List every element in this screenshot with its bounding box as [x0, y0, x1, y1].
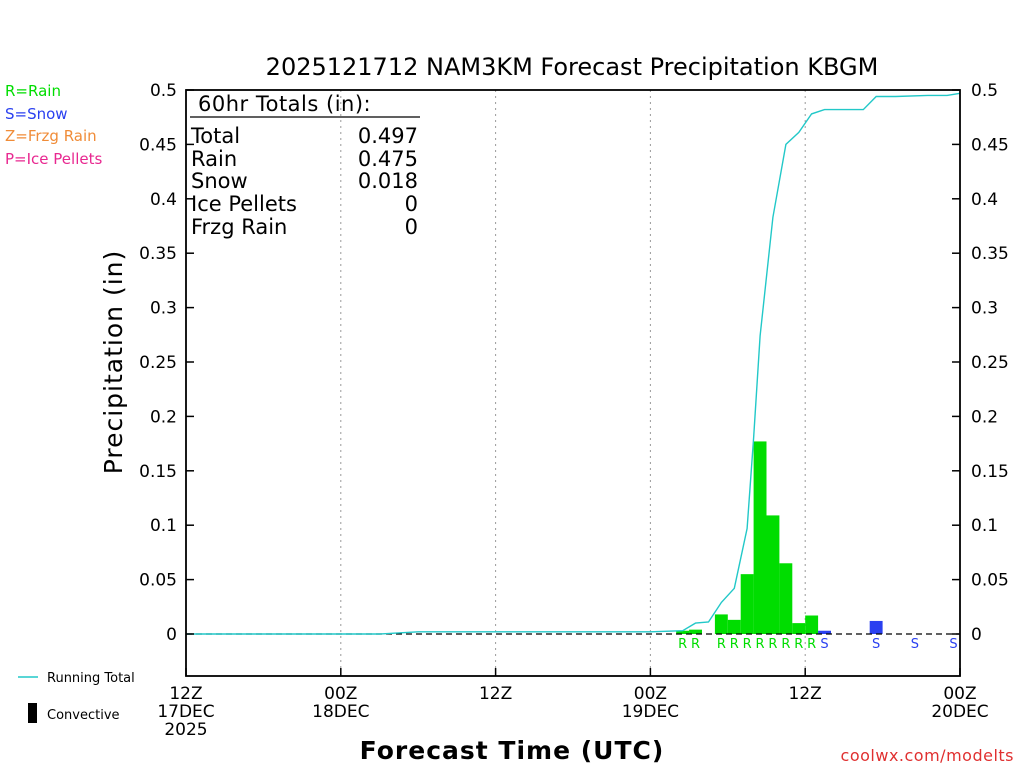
xtick-label-4-0: 12Z — [789, 684, 822, 704]
ytick-label-left-3: 0.15 — [139, 462, 177, 482]
running-total-legend-label: Running Total — [47, 671, 135, 686]
ptype-label-0: R — [678, 637, 687, 652]
totals-label-total: Total — [190, 124, 240, 148]
ptype-label-5: R — [756, 637, 765, 652]
ptype-label-10: S — [820, 637, 828, 652]
ytick-label-right-9: 0.45 — [971, 135, 1009, 155]
ptype-label-6: R — [768, 637, 777, 652]
ytick-label-right-2: 0.1 — [971, 516, 998, 536]
running-total-line — [186, 92, 961, 635]
xtick-label-0-1: 17DEC — [157, 702, 214, 722]
convective-legend-label: Convective — [47, 708, 120, 723]
ptype-label-11: S — [872, 637, 880, 652]
legend-snow: S=Snow — [5, 105, 68, 123]
xtick-label-3-1: 19DEC — [622, 702, 679, 722]
vertical-gridlines — [340, 90, 806, 676]
ytick-label-left-4: 0.2 — [150, 407, 177, 427]
ytick-label-right-6: 0.3 — [971, 299, 998, 319]
totals-label-frzg-rain: Frzg Rain — [191, 215, 287, 239]
ytick-label-right-10: 0.5 — [971, 81, 998, 101]
totals-value-total: 0.497 — [358, 124, 418, 148]
totals-value-frzg-rain: 0 — [405, 215, 418, 239]
totals-box: 60hr Totals (in): Total 0.497 Rain 0.475… — [190, 92, 420, 239]
ytick-label-right-5: 0.25 — [971, 353, 1009, 373]
bar-r-7 — [779, 563, 793, 634]
ptype-label-1: R — [691, 637, 700, 652]
ytick-label-left-8: 0.4 — [150, 190, 177, 210]
xtick-label-5-0: 00Z — [943, 684, 976, 704]
bar-r-0 — [676, 630, 690, 634]
xtick-label-0-2: 2025 — [164, 720, 207, 740]
bar-s-11 — [869, 620, 883, 634]
totals-value-snow: 0.018 — [358, 169, 418, 193]
xtick-label-1-1: 18DEC — [312, 702, 369, 722]
ptype-label-4: R — [743, 637, 752, 652]
totals-label-snow: Snow — [191, 169, 248, 193]
ytick-label-right-8: 0.4 — [971, 190, 998, 210]
ytick-label-left-9: 0.45 — [139, 135, 177, 155]
ytick-label-right-7: 0.35 — [971, 244, 1009, 264]
ptype-label-2: R — [717, 637, 726, 652]
ytick-label-right-1: 0.05 — [971, 571, 1009, 591]
ytick-label-left-2: 0.1 — [150, 516, 177, 536]
xtick-label-5-1: 20DEC — [931, 702, 988, 722]
totals-label-ice-pellets: Ice Pellets — [191, 192, 297, 216]
ytick-label-left-10: 0.5 — [150, 81, 177, 101]
ytick-label-left-5: 0.25 — [139, 353, 177, 373]
chart-title: 2025121712 NAM3KM Forecast Precipitation… — [266, 53, 879, 81]
bar-r-1 — [689, 629, 702, 634]
ytick-label-right-0: 0 — [971, 625, 982, 645]
xtick-label-2-0: 12Z — [479, 684, 512, 704]
ptype-label-9: R — [807, 637, 816, 652]
ytick-label-right-3: 0.15 — [971, 462, 1009, 482]
ptype-label-8: R — [794, 637, 803, 652]
ytick-label-right-4: 0.2 — [971, 407, 998, 427]
bar-r-9 — [805, 615, 819, 634]
legend-ice-pellets: P=Ice Pellets — [5, 150, 102, 168]
ytick-label-left-6: 0.3 — [150, 299, 177, 319]
totals-heading: 60hr Totals (in): — [198, 92, 371, 116]
totals-label-rain: Rain — [191, 147, 237, 171]
bar-r-2 — [714, 614, 728, 634]
ptype-label-12: S — [911, 637, 919, 652]
totals-value-ice-pellets: 0 — [405, 192, 418, 216]
precip-bars — [676, 441, 883, 634]
ptype-label-3: R — [730, 637, 739, 652]
ytick-label-left-7: 0.35 — [139, 244, 177, 264]
bar-r-5 — [753, 441, 767, 634]
legend-frzg-rain: Z=Frzg Rain — [5, 127, 97, 145]
xtick-label-1-0: 00Z — [324, 684, 357, 704]
bar-r-3 — [727, 619, 741, 634]
ptype-label-7: R — [781, 637, 790, 652]
plot-frame — [185, 89, 961, 677]
legend-rain: R=Rain — [5, 82, 61, 100]
y-axis-label: Precipitation (in) — [99, 250, 128, 475]
watermark: coolwx.com/modelts — [841, 746, 1014, 765]
line-legend: Running Total Convective — [18, 671, 135, 723]
convective-swatch — [28, 703, 37, 723]
xtick-label-3-0: 00Z — [634, 684, 667, 704]
xtick-label-0-0: 12Z — [169, 684, 202, 704]
bar-r-8 — [792, 623, 806, 634]
bar-r-4 — [740, 574, 754, 634]
ytick-label-left-1: 0.05 — [139, 571, 177, 591]
totals-value-rain: 0.475 — [358, 147, 418, 171]
ytick-label-left-0: 0 — [166, 625, 177, 645]
bar-s-10 — [818, 630, 831, 634]
ptype-label-13: S — [949, 637, 957, 652]
y-axis-ticks: 0 00.05 0.050.1 0.10.15 0.150.2 0.20.25 0.250.… — [139, 81, 1009, 645]
precip-type-legend: R=Rain S=Snow Z=Frzg Rain P=Ice Pellets — [5, 82, 102, 168]
bar-r-6 — [766, 515, 780, 634]
x-axis-label: Forecast Time (UTC) — [360, 736, 665, 765]
